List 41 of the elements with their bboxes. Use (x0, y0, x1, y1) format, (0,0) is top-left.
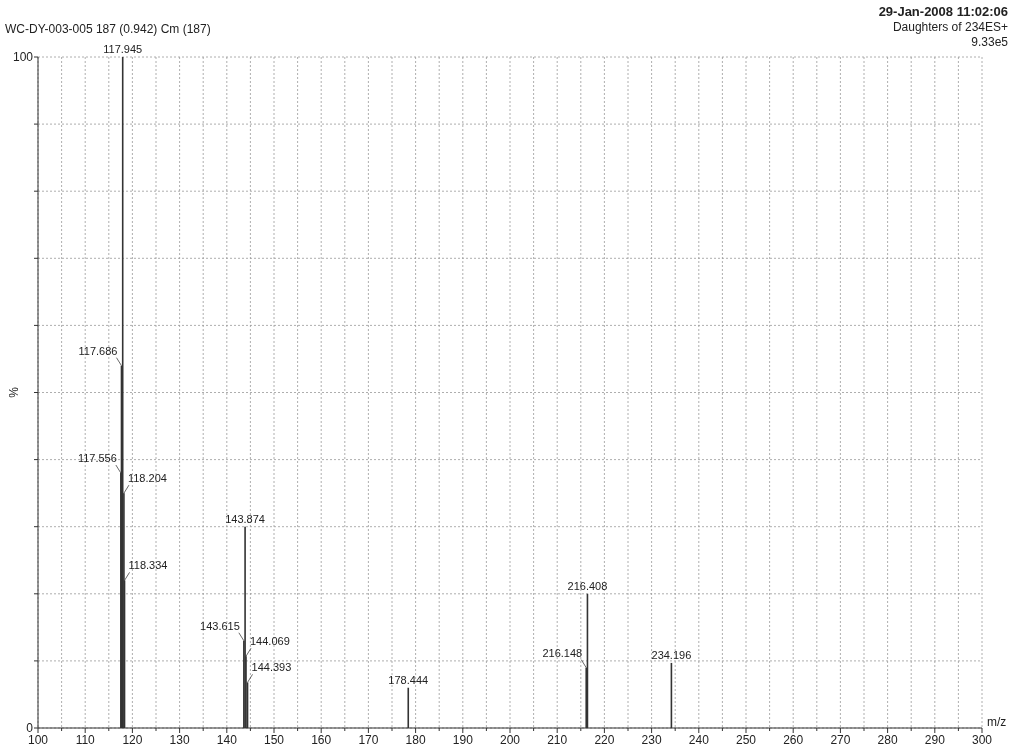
x-tick-label: 240 (688, 733, 710, 747)
annotation: 216.408 (567, 579, 608, 592)
x-tick-label: 280 (877, 733, 898, 747)
annotation: 118.204 (127, 472, 167, 485)
x-tick-label: 150 (263, 733, 285, 747)
x-tick-label: 220 (594, 733, 615, 747)
x-tick-label: 290 (924, 733, 946, 747)
text: Daughters of 234ES+ (892, 20, 1008, 34)
y-tick-label: 0 (26, 721, 34, 735)
x-tick-label: 190 (452, 733, 474, 747)
annotation: 216.148 (542, 646, 583, 659)
annotation: 117.945 (103, 43, 143, 55)
x-tick-label: 120 (122, 733, 143, 747)
x-tick-label: 250 (735, 733, 757, 747)
x-tick-label: 140 (216, 733, 238, 747)
chart-title: WC-DY-003-005 187 (0.942) Cm (187) (5, 22, 211, 36)
text: 29-Jan-2008 11:02:06 (878, 4, 1008, 19)
x-tick-label: 270 (830, 733, 851, 747)
annotation: 117.556 (77, 452, 117, 465)
text: 9.33e5 (971, 35, 1009, 49)
x-tick-label: 100 (27, 733, 49, 747)
x-tick-label: 170 (358, 733, 379, 747)
annotation: 144.393 (251, 661, 292, 674)
annotation: 118.334 (128, 559, 168, 572)
x-tick-label: 110 (75, 733, 96, 747)
x-tick-label: 160 (311, 733, 332, 747)
x-tick-label: 200 (499, 733, 521, 747)
annotation: 143.874 (225, 512, 265, 525)
x-tick-label: 230 (641, 733, 662, 747)
x-axis-title: m/z (987, 715, 1007, 729)
annotation: 144.069 (250, 635, 290, 648)
x-tick-label: 180 (405, 733, 426, 747)
annotation: 178.444 (388, 673, 429, 686)
x-tick-label: 130 (169, 733, 190, 747)
x-tick-label: 300 (971, 733, 993, 747)
y-axis-title: % (7, 386, 21, 398)
annotation: 143.615 (200, 619, 240, 632)
annotation: 117.686 (78, 344, 118, 357)
annotation: 234.196 (651, 648, 692, 661)
x-tick-label: 210 (547, 733, 568, 747)
x-tick-label: 260 (783, 733, 804, 747)
